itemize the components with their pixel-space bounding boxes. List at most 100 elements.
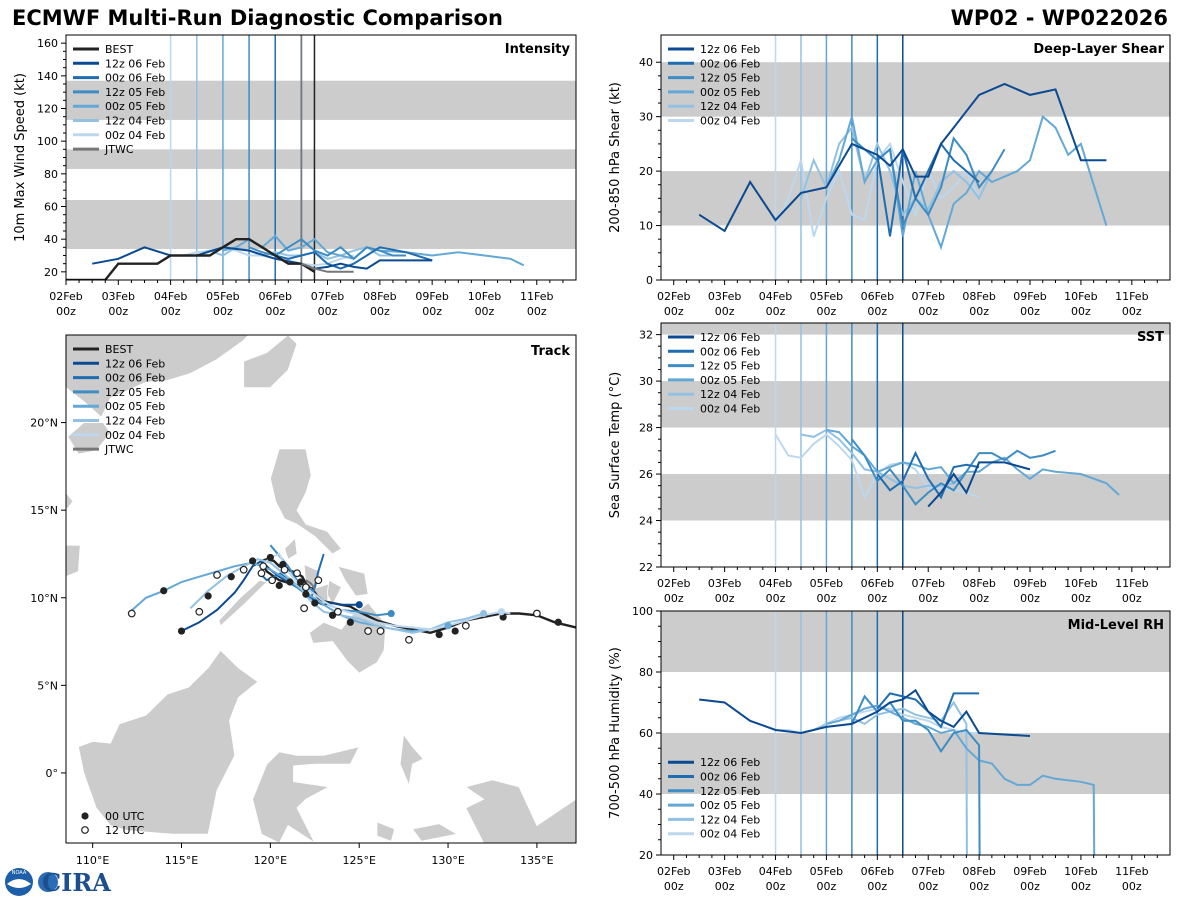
x-tick-label-hour: 00z bbox=[161, 305, 181, 318]
land-polygon bbox=[376, 821, 396, 842]
cira-logo-text: CIRA bbox=[42, 868, 111, 897]
legend-label: 00z 06 Feb bbox=[700, 345, 760, 358]
legend-entry: 00z 06 Feb bbox=[73, 372, 165, 385]
x-tick-label-date: 10Feb bbox=[468, 290, 501, 303]
logo-strip: NOAA CIRA bbox=[5, 868, 111, 897]
y-tick-label: 80 bbox=[44, 168, 58, 181]
x-tick-label-date: 02Feb bbox=[49, 290, 82, 303]
marker-legend-label: 12 UTC bbox=[105, 824, 145, 837]
y-tick-label: 22 bbox=[639, 561, 653, 574]
track-point-forecast bbox=[355, 601, 363, 609]
panel-sst: 22 24 26 28 30 32 02Feb 00z 03Feb 00z 04Feb 00z 05Fe… bbox=[608, 322, 1171, 605]
track-point-00utc bbox=[227, 573, 235, 581]
x-tick-label-hour: 00z bbox=[1020, 592, 1040, 605]
track-point-00utc bbox=[554, 618, 562, 626]
land-polygon bbox=[77, 649, 259, 835]
marker-swatch-filled bbox=[81, 812, 89, 820]
legend-label: 12z 06 Feb bbox=[105, 57, 165, 70]
x-tick-label-hour: 00z bbox=[664, 592, 684, 605]
x-tick-label-hour: 00z bbox=[918, 880, 938, 893]
x-tick-label-date: 02Feb bbox=[657, 577, 690, 590]
legend-label: 12z 05 Feb bbox=[700, 360, 760, 373]
series-line-00z-06-feb bbox=[274, 246, 433, 270]
x-tick-label-hour: 00z bbox=[817, 880, 837, 893]
legend-entry: 12z 06 Feb bbox=[668, 756, 760, 769]
panel-title: Mid-Level RH bbox=[1068, 618, 1164, 633]
x-tick-label-hour: 00z bbox=[867, 880, 887, 893]
legend-entry: 00z 04 Feb bbox=[73, 429, 165, 442]
legend-label: 00z 06 Feb bbox=[105, 372, 165, 385]
track-point-00utc bbox=[286, 578, 294, 586]
legend-label: JTWC bbox=[104, 443, 134, 456]
track-point-12utc bbox=[280, 565, 289, 574]
legend-entry: BEST bbox=[73, 43, 133, 56]
panel-title: SST bbox=[1137, 330, 1164, 345]
track-point-12utc bbox=[268, 576, 277, 585]
series-line-12z-06-feb bbox=[699, 688, 1031, 737]
marker-legend-label: 00 UTC bbox=[105, 810, 145, 823]
y-tick-label: 140 bbox=[37, 70, 58, 83]
land-polygon bbox=[243, 335, 298, 389]
marker-legend-00utc: 00 UTC bbox=[81, 810, 145, 823]
x-tick-label-date: 10Feb bbox=[1064, 290, 1097, 303]
intensity-band bbox=[661, 474, 1170, 521]
x-tick-label: 135°E bbox=[520, 854, 553, 867]
legend-label: 12z 05 Feb bbox=[700, 785, 760, 798]
legend-entry: BEST bbox=[73, 343, 133, 356]
track-point-00utc bbox=[275, 581, 283, 590]
series-line-12z-06-feb bbox=[698, 82, 1107, 233]
track-point-12utc bbox=[259, 562, 268, 571]
land-polygon bbox=[66, 335, 250, 418]
y-tick-label: 28 bbox=[639, 422, 653, 435]
legend-label: 12z 04 Feb bbox=[700, 813, 760, 826]
x-tick-label: 120°E bbox=[254, 854, 287, 867]
land-polygon bbox=[66, 492, 74, 511]
land-polygon bbox=[464, 779, 576, 843]
land-polygon bbox=[269, 448, 343, 555]
x-tick-label-hour: 00z bbox=[867, 305, 887, 318]
marker-swatch-open bbox=[81, 826, 89, 834]
x-tick-label-date: 03Feb bbox=[708, 577, 741, 590]
x-tick-label-date: 03Feb bbox=[102, 290, 135, 303]
panel-title: Track bbox=[531, 344, 570, 359]
track-point-00utc bbox=[160, 587, 168, 595]
panel-rh: 20 40 60 80 100 02Feb 00z 03Feb 00z 04Feb 00z 05Feb… bbox=[608, 605, 1171, 893]
x-tick-label-hour: 00z bbox=[664, 305, 684, 318]
x-tick-label-hour: 00z bbox=[918, 305, 938, 318]
x-tick-label-hour: 00z bbox=[527, 305, 547, 318]
y-tick-label: 160 bbox=[37, 37, 58, 50]
axes-frame bbox=[65, 334, 577, 844]
x-tick-label-hour: 00z bbox=[918, 592, 938, 605]
x-tick-label-date: 11Feb bbox=[1115, 577, 1148, 590]
legend-entry: 12z 04 Feb bbox=[73, 415, 165, 428]
legend-label: 12z 06 Feb bbox=[105, 357, 165, 370]
y-tick-label: 60 bbox=[639, 727, 653, 740]
y-tick-label: 20°N bbox=[30, 417, 58, 430]
legend-entry: 00z 04 Feb bbox=[668, 828, 760, 841]
x-tick-label-date: 10Feb bbox=[1064, 865, 1097, 878]
legend-label: 00z 04 Feb bbox=[105, 129, 165, 142]
track-point-forecast bbox=[497, 608, 505, 616]
series-line-00z-06-feb bbox=[876, 450, 980, 500]
track-point-00utc bbox=[302, 590, 310, 598]
y-tick-label: 26 bbox=[639, 468, 653, 481]
legend-entry: 12z 05 Feb bbox=[668, 360, 760, 373]
intensity-band bbox=[66, 80, 576, 120]
x-tick-label-hour: 00z bbox=[766, 592, 786, 605]
x-tick-label-hour: 00z bbox=[265, 305, 285, 318]
x-tick-label-hour: 00z bbox=[1071, 305, 1091, 318]
legend-label: 12z 06 Feb bbox=[700, 756, 760, 769]
legend-entry: 00z 06 Feb bbox=[73, 72, 165, 85]
track-point-12utc bbox=[195, 607, 204, 616]
track-point-00utc bbox=[328, 611, 337, 619]
legend-entry: 12z 04 Feb bbox=[668, 100, 760, 113]
x-tick-label-date: 03Feb bbox=[708, 290, 741, 303]
track-line-00z-04-feb bbox=[260, 552, 511, 631]
x-tick-label-hour: 00z bbox=[715, 592, 735, 605]
x-tick-label-hour: 00z bbox=[1071, 592, 1091, 605]
x-tick-label-hour: 00z bbox=[213, 305, 233, 318]
plot-area bbox=[66, 35, 576, 280]
track-line-jtwc bbox=[305, 579, 316, 590]
x-tick-label-date: 05Feb bbox=[810, 865, 843, 878]
